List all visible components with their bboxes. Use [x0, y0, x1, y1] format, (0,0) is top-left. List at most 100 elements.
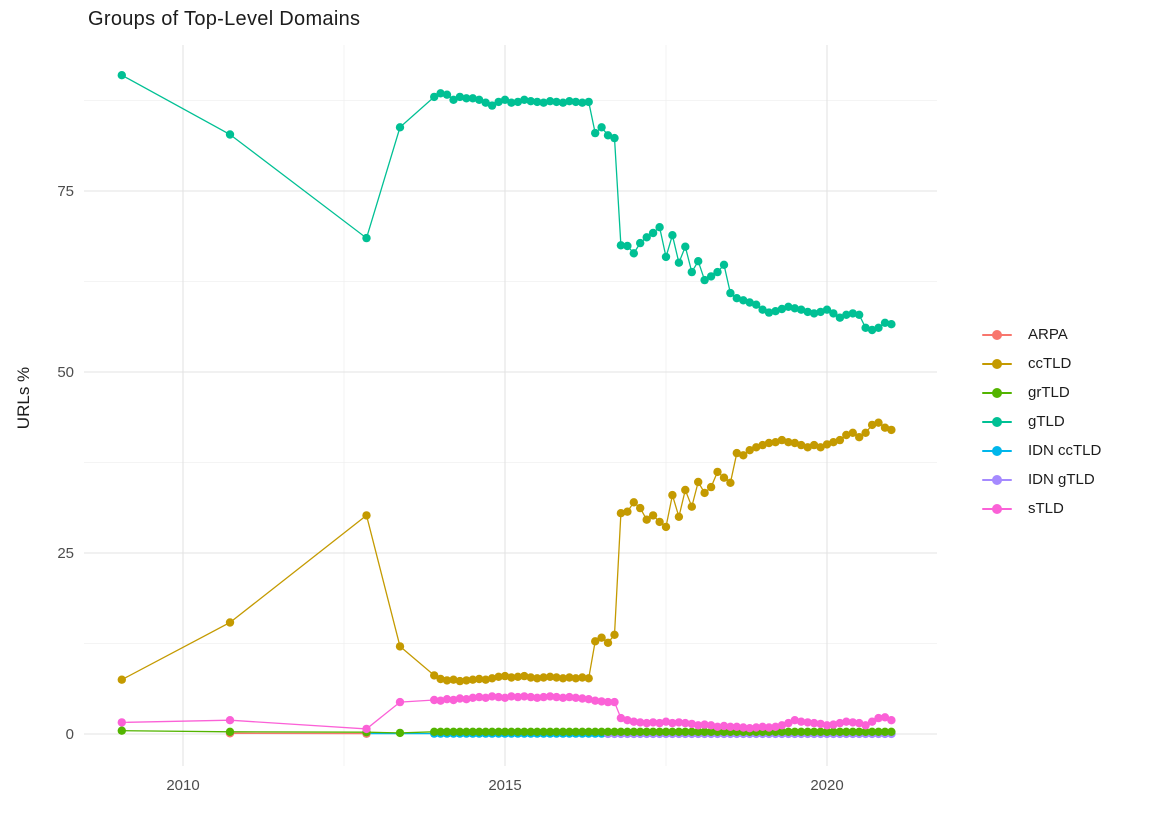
data-point	[790, 727, 799, 736]
data-point	[816, 443, 825, 452]
data-point	[803, 718, 812, 727]
data-point	[362, 511, 371, 520]
data-point	[578, 98, 587, 107]
legend-row-arpa: ARPA	[982, 320, 1101, 349]
data-point	[475, 692, 484, 702]
data-point	[520, 671, 529, 681]
data-point	[661, 727, 671, 736]
data-point	[706, 272, 716, 281]
data-point	[545, 97, 555, 106]
data-point	[455, 694, 465, 703]
data-point	[874, 713, 883, 723]
data-point	[481, 693, 490, 702]
data-point	[603, 131, 613, 140]
data-point	[565, 673, 574, 682]
data-point	[668, 718, 677, 728]
data-point	[225, 727, 235, 736]
data-point	[545, 692, 555, 701]
data-point	[829, 727, 838, 736]
data-point	[642, 515, 651, 524]
data-point	[681, 485, 690, 495]
data-point	[694, 727, 703, 736]
data-point	[745, 298, 754, 307]
data-point	[552, 673, 561, 682]
data-point	[545, 727, 555, 736]
data-point	[500, 727, 510, 736]
data-point	[648, 228, 658, 238]
data-point	[533, 693, 542, 702]
data-point	[887, 320, 896, 329]
data-point	[558, 674, 568, 683]
data-point	[636, 718, 645, 727]
x-tick-label: 2020	[810, 777, 843, 794]
data-point	[835, 435, 845, 445]
data-point	[526, 97, 535, 106]
data-point	[629, 727, 638, 736]
data-point	[694, 257, 703, 266]
data-point	[835, 718, 845, 728]
data-point	[867, 420, 877, 430]
data-point	[822, 721, 832, 730]
data-point	[117, 718, 127, 727]
data-point	[636, 727, 645, 736]
data-point	[610, 133, 619, 143]
data-point	[571, 674, 580, 683]
data-point	[225, 618, 235, 627]
data-point	[655, 718, 664, 728]
data-point	[874, 727, 883, 736]
data-point	[809, 440, 819, 450]
data-point	[855, 718, 864, 728]
data-point	[494, 672, 503, 681]
data-point	[558, 693, 568, 702]
data-point	[758, 440, 767, 450]
legend-key-idn-gtld	[982, 472, 1012, 488]
data-point	[719, 473, 729, 482]
data-point	[700, 720, 709, 729]
data-point	[430, 695, 439, 705]
legend-label-stld: sTLD	[1028, 500, 1064, 517]
data-point	[752, 443, 761, 452]
data-point	[494, 692, 503, 702]
data-point	[681, 718, 690, 728]
legend-label-idn-cctld: IDN ccTLD	[1028, 442, 1102, 459]
data-point	[861, 721, 870, 730]
data-point	[816, 719, 825, 729]
data-point	[803, 443, 812, 452]
data-point	[513, 672, 523, 681]
data-point	[771, 307, 780, 316]
legend-row-idn-cctld: IDN ccTLD	[982, 436, 1101, 465]
series-line	[121, 421, 892, 682]
data-point	[462, 695, 471, 704]
data-point	[739, 723, 748, 732]
data-point	[475, 674, 484, 684]
data-point	[861, 727, 870, 736]
data-point	[623, 507, 632, 516]
legend-key-gtld	[982, 414, 1012, 430]
data-point	[674, 258, 684, 267]
data-point	[591, 727, 600, 736]
data-point	[867, 325, 877, 335]
data-point	[481, 727, 490, 736]
data-point	[797, 440, 806, 450]
data-point	[745, 724, 754, 733]
data-point	[591, 128, 600, 138]
data-point	[565, 97, 574, 106]
data-point	[661, 717, 671, 726]
legend-row-stld: sTLD	[982, 494, 1101, 523]
data-point	[803, 727, 812, 736]
data-point	[687, 267, 696, 277]
data-point	[822, 440, 832, 449]
data-point	[848, 727, 857, 736]
data-point	[629, 717, 638, 726]
data-point	[867, 717, 877, 726]
data-point	[117, 726, 127, 735]
data-point	[571, 693, 580, 702]
data-point	[117, 71, 127, 80]
data-point	[668, 727, 677, 736]
y-tick-label: 75	[57, 183, 74, 200]
data-point	[442, 695, 452, 704]
data-point	[455, 92, 465, 102]
data-point	[603, 697, 613, 707]
data-point	[758, 305, 767, 314]
data-point	[674, 512, 684, 521]
